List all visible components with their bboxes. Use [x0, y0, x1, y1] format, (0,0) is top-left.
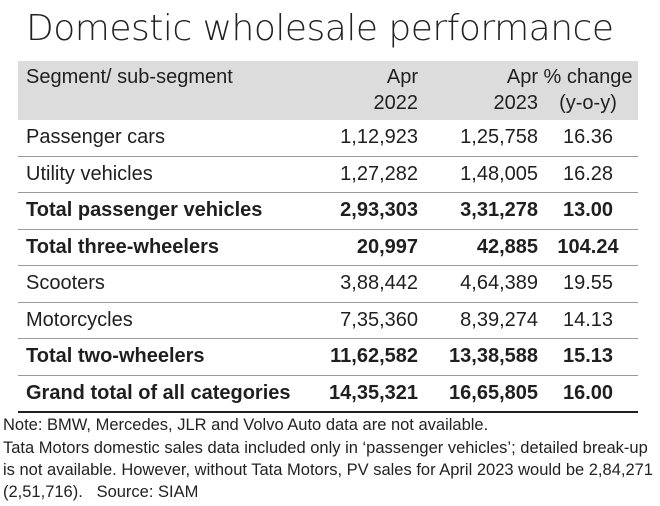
- cell-change: 16.00: [538, 375, 638, 413]
- cell-change: 15.13: [538, 338, 638, 376]
- header-change-line2: (y-o-y): [559, 92, 617, 114]
- cell-apr-2022: 1,12,923: [308, 120, 418, 157]
- header-apr-2023-line1: Apr: [506, 66, 538, 88]
- cell-change: 13.00: [538, 192, 638, 230]
- cell-segment: Utility vehicles: [18, 156, 308, 193]
- cell-change: 19.55: [538, 265, 638, 303]
- cell-segment: Total three-wheelers: [18, 229, 308, 266]
- cell-apr-2022: 1,27,282: [308, 156, 418, 193]
- note-tata-text: Tata Motors domestic sales data included…: [3, 439, 653, 501]
- table-row-grand-total: Grand total of all categories 14,35,321 …: [18, 375, 638, 413]
- header-row: Segment/ sub-segment Apr 2022 Apr 2023 %…: [18, 61, 638, 120]
- cell-apr-2023: 4,64,389: [418, 265, 538, 303]
- table-row: Passenger cars 1,12,923 1,25,758 16.36: [18, 120, 638, 157]
- cell-apr-2023: 8,39,274: [418, 302, 538, 339]
- cell-change: 14.13: [538, 302, 638, 339]
- footnotes: Note: BMW, Mercedes, JLR and Volvo Auto …: [3, 414, 658, 503]
- note-tata-motors: Tata Motors domestic sales data included…: [3, 437, 658, 503]
- header-apr-2023-line2: 2023: [493, 92, 539, 114]
- wholesale-table: Segment/ sub-segment Apr 2022 Apr 2023 %…: [18, 61, 638, 413]
- table-row-total: Total two-wheelers 11,62,582 13,38,588 1…: [18, 338, 638, 376]
- note-source: Source: SIAM: [96, 483, 199, 501]
- table-row-total: Total passenger vehicles 2,93,303 3,31,2…: [18, 192, 638, 230]
- header-apr-2022-line2: 2022: [373, 92, 419, 114]
- cell-apr-2023: 16,65,805: [418, 375, 538, 413]
- cell-segment: Scooters: [18, 265, 308, 303]
- header-apr-2022-line1: Apr: [386, 66, 418, 88]
- table-row: Utility vehicles 1,27,282 1,48,005 16.28: [18, 156, 638, 193]
- header-change: % change (y-o-y): [538, 61, 638, 120]
- cell-segment: Total passenger vehicles: [18, 192, 308, 230]
- table-row: Motorcycles 7,35,360 8,39,274 14.13: [18, 302, 638, 339]
- cell-apr-2023: 42,885: [418, 229, 538, 266]
- cell-change: 16.36: [538, 120, 638, 157]
- note-availability: Note: BMW, Mercedes, JLR and Volvo Auto …: [3, 416, 489, 434]
- cell-apr-2022: 3,88,442: [308, 265, 418, 303]
- header-apr-2022: Apr 2022: [308, 61, 419, 120]
- cell-apr-2022: 7,35,360: [308, 302, 418, 339]
- header-change-line1: % change: [543, 66, 633, 88]
- cell-segment: Total two-wheelers: [18, 338, 308, 376]
- cell-apr-2022: 14,35,321: [308, 375, 418, 413]
- page-title: Domestic wholesale performance: [26, 8, 614, 49]
- cell-apr-2023: 3,31,278: [418, 192, 538, 230]
- cell-change: 104.24: [538, 229, 638, 266]
- cell-segment: Motorcycles: [18, 302, 308, 339]
- cell-segment: Grand total of all categories: [18, 375, 308, 413]
- cell-apr-2022: 11,62,582: [308, 338, 418, 376]
- cell-apr-2022: 2,93,303: [308, 192, 418, 230]
- table-row: Scooters 3,88,442 4,64,389 19.55: [18, 265, 638, 303]
- table-row-total: Total three-wheelers 20,997 42,885 104.2…: [18, 229, 638, 266]
- cell-apr-2023: 1,25,758: [418, 120, 538, 157]
- header-apr-2023: Apr 2023: [418, 61, 539, 120]
- wholesale-table-container: Segment/ sub-segment Apr 2022 Apr 2023 %…: [18, 61, 638, 413]
- header-segment: Segment/ sub-segment: [26, 66, 233, 88]
- cell-apr-2023: 13,38,588: [418, 338, 538, 376]
- table-body: Passenger cars 1,12,923 1,25,758 16.36 U…: [18, 120, 638, 413]
- cell-apr-2022: 20,997: [308, 229, 418, 266]
- cell-change: 16.28: [538, 156, 638, 193]
- table-header: Segment/ sub-segment Apr 2022 Apr 2023 %…: [18, 61, 638, 120]
- cell-apr-2023: 1,48,005: [418, 156, 538, 193]
- cell-segment: Passenger cars: [18, 120, 308, 157]
